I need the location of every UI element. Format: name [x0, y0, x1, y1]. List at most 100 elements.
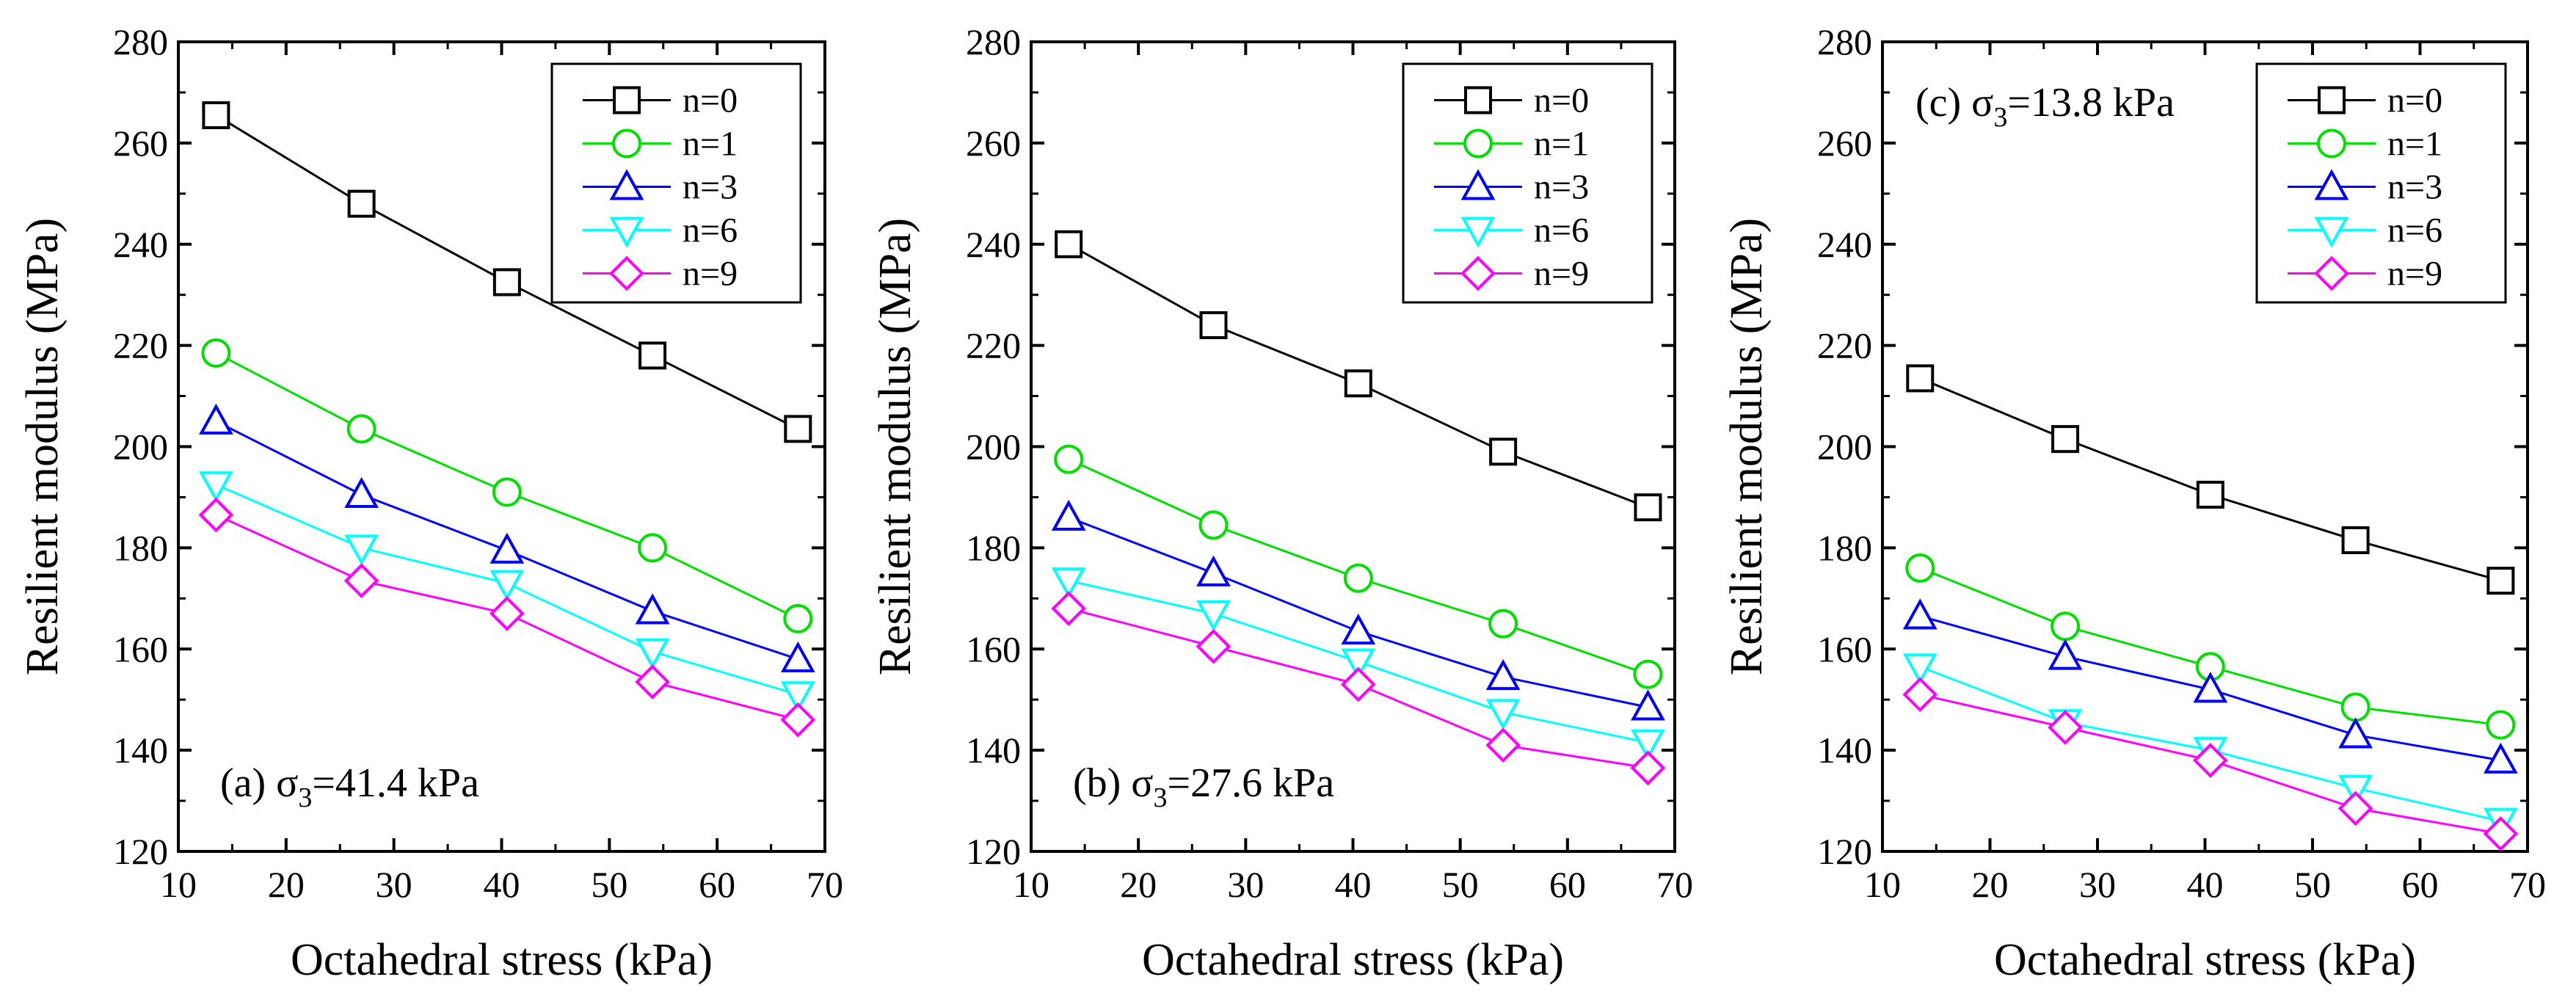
x-tick-label: 70 [807, 864, 843, 905]
legend-marker-n=6 [2314, 217, 2349, 248]
data-point-n=9 [490, 596, 525, 631]
data-point-n=9 [1051, 591, 1086, 626]
data-point-n=9 [1340, 666, 1376, 702]
x-tick-label: 40 [2187, 864, 2224, 905]
data-point-n=0 [1199, 311, 1228, 340]
legend-marker-n=0 [1464, 86, 1492, 114]
data-point-n=9 [1196, 628, 1231, 664]
legend-marker-n=1 [2317, 128, 2346, 159]
data-point-n=3 [1631, 689, 1665, 721]
legend-label-n=0: n=0 [1534, 81, 1589, 120]
legend-marker-n=9 [2314, 255, 2349, 291]
y-tick-label: 120 [113, 831, 168, 872]
legend-label-n=6: n=6 [1534, 211, 1589, 250]
data-point-n=3 [2193, 672, 2228, 703]
data-point-n=9 [198, 497, 234, 533]
data-point-n=3 [490, 532, 525, 564]
data-point-n=9 [1630, 750, 1666, 786]
x-tick-label: 60 [2402, 864, 2439, 905]
data-point-n=1 [1905, 553, 1935, 583]
x-tick-label: 30 [1227, 864, 1264, 905]
legend: n=0 n=1 n=3 n=6 n=9 [1402, 62, 1653, 304]
legend: n=0 n=1 n=3 n=6 n=9 [550, 62, 802, 304]
data-point-n=0 [1055, 230, 1083, 258]
data-point-n=1 [201, 338, 231, 368]
y-axis-title: Resilient modulus (MPa) [18, 218, 68, 675]
data-point-n=1 [1054, 444, 1084, 474]
y-tick-label: 280 [113, 21, 168, 62]
legend-marker-n=0 [2318, 86, 2346, 114]
y-tick-label: 140 [113, 730, 168, 771]
legend-label-n=0: n=0 [2387, 81, 2442, 120]
chart-panel-2: 10 20 30 40 50 60 70 120 140 160 180 200 220 240 260 28… [870, 21, 1693, 985]
data-point-n=0 [2341, 526, 2370, 555]
x-tick-label: 50 [591, 864, 627, 905]
data-point-n=9 [343, 563, 379, 599]
y-tick-label: 160 [1817, 628, 1872, 669]
data-point-n=3 [2483, 742, 2518, 774]
legend-marker-n=1 [1463, 128, 1493, 159]
data-point-n=6 [1196, 600, 1231, 632]
data-point-n=6 [490, 570, 525, 601]
data-point-n=3 [1902, 598, 1938, 630]
data-point-n=1 [2486, 710, 2516, 740]
legend-marker-n=1 [612, 128, 641, 159]
legend: n=0 n=1 n=3 n=6 n=9 [2255, 62, 2507, 304]
y-tick-label: 200 [113, 426, 168, 468]
x-tick-label: 30 [2079, 864, 2116, 905]
data-point-n=6 [635, 638, 670, 669]
y-tick-label: 220 [966, 325, 1021, 366]
data-point-n=0 [347, 189, 376, 218]
legend-label-n=3: n=3 [2387, 168, 2442, 207]
data-point-n=6 [2338, 774, 2373, 806]
y-tick-label: 180 [1817, 527, 1872, 568]
panel-annotation: (b) σ3=27.6 kPa [1073, 760, 1334, 813]
legend-label-n=9: n=9 [683, 255, 738, 294]
data-point-n=1 [2051, 611, 2081, 641]
y-tick-label: 280 [1817, 21, 1872, 62]
y-tick-label: 280 [966, 21, 1021, 62]
data-point-n=1 [2340, 692, 2371, 722]
panel-annotation: (a) σ3=41.4 kPa [220, 760, 479, 813]
data-point-n=3 [198, 403, 233, 435]
data-point-n=1 [1488, 608, 1518, 639]
data-point-n=0 [784, 415, 812, 443]
y-tick-label: 120 [966, 831, 1021, 872]
data-point-n=3 [1051, 499, 1086, 531]
data-point-n=6 [780, 681, 815, 713]
data-point-n=6 [1051, 567, 1086, 599]
data-point-n=1 [1198, 510, 1229, 540]
x-tick-label: 70 [2509, 864, 2546, 905]
x-tick-label: 60 [699, 864, 735, 905]
x-tick-label: 10 [1013, 864, 1049, 905]
legend-marker-n=0 [613, 86, 641, 114]
legend-marker-n=3 [1460, 169, 1496, 200]
y-tick-label: 260 [966, 123, 1021, 164]
legend-box [1402, 62, 1653, 304]
y-tick-label: 180 [113, 527, 168, 568]
legend-label-n=1: n=1 [2387, 125, 2442, 164]
data-point-n=3 [2338, 717, 2373, 749]
data-point-n=6 [198, 471, 233, 503]
x-tick-label: 10 [1864, 864, 1901, 905]
data-point-n=0 [638, 341, 667, 370]
data-point-n=0 [492, 268, 521, 297]
data-point-n=9 [2483, 816, 2519, 851]
data-point-n=9 [1902, 677, 1938, 713]
legend-label-n=6: n=6 [2387, 211, 2442, 250]
data-point-n=1 [1343, 563, 1373, 593]
y-tick-label: 240 [966, 224, 1021, 265]
y-tick-label: 240 [1817, 224, 1872, 265]
data-point-n=0 [1634, 493, 1662, 522]
legend-box [2255, 62, 2507, 304]
x-tick-label: 30 [376, 864, 412, 905]
data-point-n=6 [1485, 699, 1521, 730]
x-axis-title: Octahedral stress (kPa) [1994, 935, 2416, 985]
y-axis-title: Resilient modulus (MPa) [1722, 218, 1772, 675]
data-point-n=0 [1344, 369, 1372, 398]
x-tick-label: 40 [484, 864, 520, 905]
data-point-n=3 [1485, 659, 1521, 691]
data-point-n=0 [2196, 480, 2224, 509]
data-point-n=6 [1902, 653, 1938, 685]
